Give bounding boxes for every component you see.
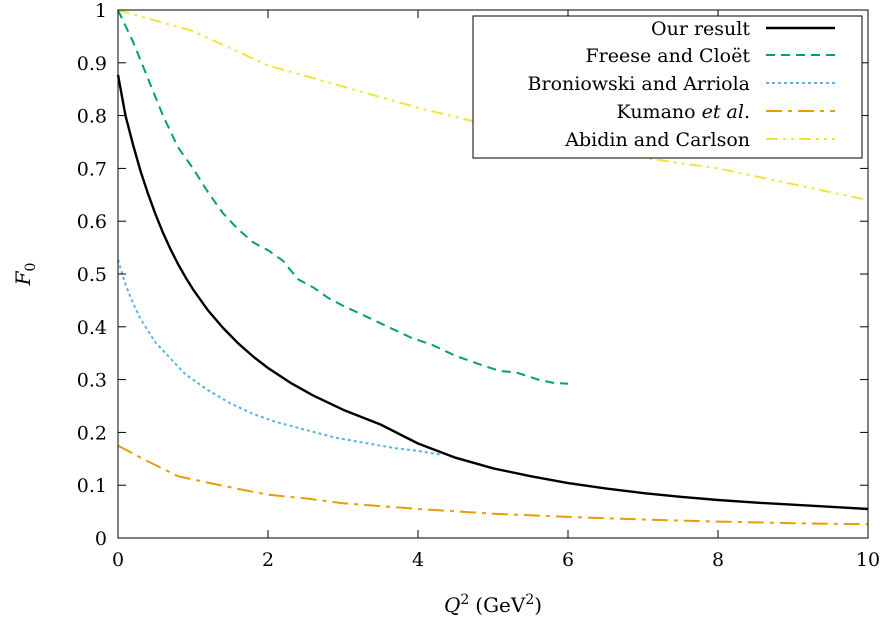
series-line-1 xyxy=(116,74,869,511)
x-tick-label: 2 xyxy=(262,549,274,571)
x-axis-label-base: Q xyxy=(444,593,460,617)
y-tick-label: 0.6 xyxy=(77,211,107,233)
series-line-4 xyxy=(117,444,869,526)
x-axis-label-sup: 2 xyxy=(460,592,469,608)
x-tick-label: 0 xyxy=(112,549,124,571)
y-axis-label: F0 xyxy=(11,263,39,287)
y-tick-label: 0.9 xyxy=(77,53,107,75)
y-tick-label: 0.5 xyxy=(77,264,107,286)
x-axis-label: Q2 (GeV2) xyxy=(444,592,542,617)
y-axis-label-sub: 0 xyxy=(23,263,39,272)
legend-box xyxy=(472,15,863,159)
y-tick-label: 0 xyxy=(95,528,107,550)
x-tick-label: 10 xyxy=(856,549,880,571)
legend-label-plain: Kumano xyxy=(617,101,702,123)
x-axis-label-unit-sup: 2 xyxy=(525,592,534,608)
legend-label-1: Our result xyxy=(651,18,750,40)
x-tick-label: 8 xyxy=(712,549,724,571)
legend-label-italic: et al. xyxy=(702,101,750,123)
y-tick-label: 0.2 xyxy=(77,422,107,444)
series-line-2 xyxy=(117,9,569,385)
y-tick-label: 0.8 xyxy=(77,106,107,128)
series-layer xyxy=(116,9,869,526)
legend-label-3: Broniowski and Arriola xyxy=(528,73,750,95)
y-tick-label: 0.4 xyxy=(77,317,107,339)
legend-label-2: Freese and Cloët xyxy=(586,45,751,67)
legend: Our result Freese and Cloët Broniowski and… xyxy=(472,15,863,159)
legend-label-5: Abidin and Carlson xyxy=(564,129,750,151)
y-axis-label-base: F xyxy=(11,270,35,286)
y-tick-label: 0.1 xyxy=(77,475,107,497)
x-axis-label-unit: (GeV xyxy=(475,593,526,617)
series-line-3 xyxy=(117,259,441,456)
x-tick-label: 4 xyxy=(412,549,424,571)
y-tick-label: 1 xyxy=(95,0,107,22)
series-line-5 xyxy=(117,9,869,202)
y-tick-label: 0.7 xyxy=(77,158,107,180)
x-axis-label-unit-close: ) xyxy=(534,593,542,617)
x-tick-label: 6 xyxy=(562,549,574,571)
y-tick-label: 0.3 xyxy=(77,370,107,392)
ticks-layer: 0 2 4 6 8 10 0 0.1 0.2 0.3 0.4 0.5 0.6 0.7 0.8 0.9 1 xyxy=(77,0,880,571)
legend-label-4: Kumano et al. xyxy=(617,101,750,123)
